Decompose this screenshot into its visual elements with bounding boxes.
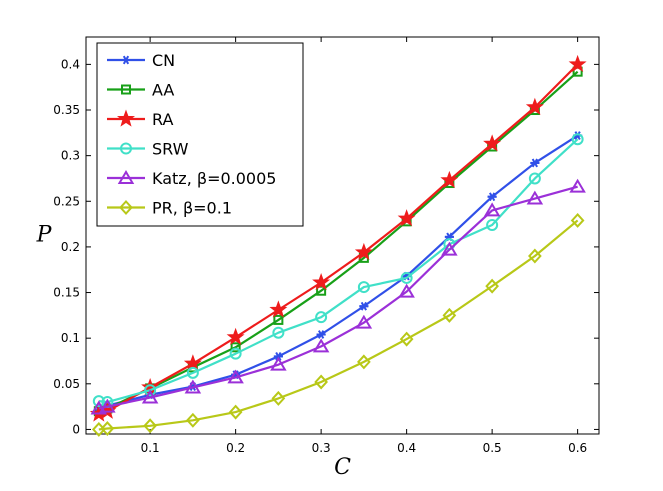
- asterisk-marker: [273, 352, 283, 361]
- x-tick-label: 0.1: [141, 441, 160, 455]
- x-tick-label: 0.6: [568, 441, 587, 455]
- axis-ticks: 0.1 0.2 0.3 0.4 0.5 0.6 0 0.05 0.1 0.15 0.2 0.25 0.3…: [53, 37, 599, 455]
- legend-box: [96, 42, 304, 227]
- star-marker: [116, 109, 136, 127]
- circle-marker: [571, 133, 584, 146]
- circle-marker: [92, 395, 105, 408]
- diamond-marker: [485, 278, 499, 294]
- y-axis-label: P: [36, 223, 53, 248]
- y-tick-label: 0: [72, 422, 80, 436]
- circle-marker: [315, 311, 328, 324]
- diamond-marker: [357, 354, 371, 370]
- series-line: [98, 185, 578, 410]
- x-tick-label: 0.4: [397, 441, 416, 455]
- square-marker: [230, 342, 241, 353]
- star-marker: [354, 242, 373, 261]
- asterisk-marker: [316, 330, 326, 339]
- asterisk-marker: [530, 158, 540, 168]
- asterisk-marker: [359, 301, 369, 311]
- y-tick-label: 0.35: [53, 103, 80, 117]
- square-marker: [316, 285, 327, 296]
- diamond-marker: [228, 404, 243, 420]
- series-layer: [89, 54, 587, 437]
- asterisk-marker: [121, 55, 131, 65]
- triangle-marker: [227, 369, 244, 384]
- circle-marker: [400, 271, 413, 284]
- y-tick-label: 0.2: [61, 240, 80, 254]
- circle-marker: [528, 172, 541, 185]
- star-marker: [525, 97, 544, 115]
- legend-entry: RA: [107, 109, 173, 129]
- triangle-marker: [184, 379, 202, 394]
- diamond-marker: [528, 248, 542, 264]
- diamond-marker: [399, 331, 414, 347]
- legend-entry: CN: [107, 51, 175, 70]
- diamond-marker: [186, 412, 200, 428]
- circle-marker: [144, 384, 157, 397]
- star-marker: [568, 54, 587, 73]
- x-tick-label: 0.2: [226, 441, 245, 455]
- star-marker: [483, 134, 502, 152]
- series-diamond: [91, 212, 585, 437]
- circle-marker: [120, 142, 132, 155]
- legend: CN AA RA SRW Katz, β=0.0005 PR, β=0.1: [96, 42, 304, 227]
- y-tick-label: 0.4: [61, 57, 80, 71]
- star-marker: [397, 209, 416, 227]
- legend-label: PR, β=0.1: [152, 199, 232, 218]
- triangle-marker: [270, 356, 287, 371]
- y-tick-label: 0.25: [53, 194, 80, 208]
- legend-entry: AA: [107, 81, 174, 100]
- triangle-marker: [398, 283, 415, 298]
- star-marker: [312, 273, 331, 291]
- legend-label: CN: [152, 51, 175, 70]
- triangle-marker: [141, 389, 159, 404]
- x-tick-label: 0.3: [312, 441, 331, 455]
- y-tick-label: 0.05: [53, 377, 80, 391]
- diamond-marker: [442, 307, 457, 323]
- diamond-marker: [119, 200, 133, 215]
- series-triangle: [90, 178, 586, 415]
- legend-label: AA: [152, 81, 174, 100]
- legend-entry: PR, β=0.1: [107, 199, 232, 218]
- legend-entry: Katz, β=0.0005: [107, 169, 276, 188]
- triangle-marker: [355, 314, 373, 329]
- circle-marker: [486, 219, 499, 232]
- y-tick-label: 0.15: [53, 286, 80, 300]
- x-tick-label: 0.5: [483, 441, 502, 455]
- circle-marker: [272, 326, 285, 339]
- square-marker: [121, 84, 131, 95]
- circle-marker: [186, 366, 199, 379]
- y-tick-label: 0.1: [61, 331, 80, 345]
- legend-label: RA: [152, 110, 173, 129]
- triangle-marker: [526, 190, 544, 205]
- circle-marker: [357, 281, 370, 294]
- diamond-marker: [570, 212, 585, 228]
- diamond-marker: [100, 421, 115, 437]
- triangle-marker: [569, 178, 586, 193]
- y-tick-label: 0.3: [61, 149, 80, 163]
- legend-label: SRW: [152, 140, 189, 159]
- triangle-marker: [117, 170, 135, 184]
- diamond-marker: [271, 390, 286, 406]
- diamond-marker: [143, 418, 157, 434]
- triangle-marker: [483, 202, 501, 217]
- triangle-marker: [99, 398, 116, 413]
- diamond-marker: [314, 374, 328, 390]
- star-marker: [226, 327, 245, 345]
- series-line: [98, 219, 579, 431]
- square-marker: [273, 314, 284, 325]
- circle-marker: [229, 347, 242, 360]
- asterisk-marker: [487, 192, 497, 202]
- star-marker: [440, 170, 459, 188]
- legend-label: Katz, β=0.0005: [152, 169, 276, 188]
- star-marker: [269, 300, 288, 318]
- triangle-marker: [312, 338, 330, 353]
- x-axis-label: C: [334, 455, 351, 480]
- legend-entry: SRW: [107, 140, 189, 159]
- series-star: [89, 54, 587, 422]
- triangle-marker: [441, 241, 458, 256]
